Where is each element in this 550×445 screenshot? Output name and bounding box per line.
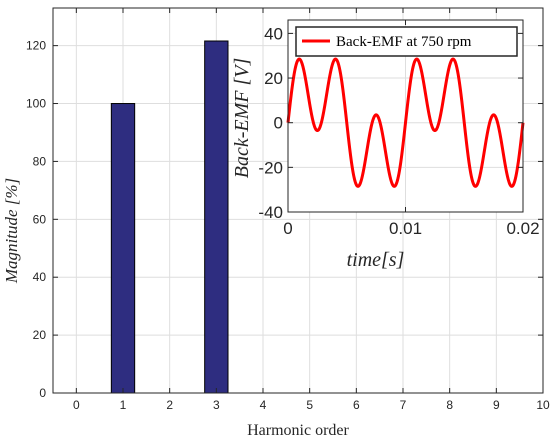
inset-x-axis-label: time[s] [347,249,405,271]
bar-harmonic-3 [204,40,229,394]
inset-y-axis-label: Back-EMF [V] [231,58,253,179]
main-y-tick-label: 100 [26,97,46,111]
inset-y-ticks: -40 -20 0 20 40 [258,24,523,222]
main-x-tick-label: 1 [120,398,127,412]
main-x-tick-label: 3 [213,398,220,412]
inset-x-tick-label: 0.01 [389,219,422,238]
inset-x-tick-label: 0 [283,219,292,238]
main-x-tick-label: 4 [260,398,267,412]
inset-y-tick-label: -20 [258,158,283,177]
main-y-ticks: 0 20 40 60 80 100 120 [26,39,543,400]
main-x-tick-label: 9 [493,398,500,412]
main-x-tick-label: 0 [73,398,80,412]
legend-box [295,26,518,57]
legend-label: Back-EMF at 750 rpm [336,34,472,50]
inset-y-tick-label: 20 [264,69,283,88]
main-y-tick-label: 40 [33,270,47,284]
inset-x-tick-label: 0.02 [506,219,539,238]
main-x-tick-label: 7 [400,398,407,412]
main-y-tick-label: 20 [33,328,47,342]
main-y-tick-label: 60 [33,212,47,226]
main-x-tick-label: 8 [446,398,453,412]
inset-y-tick-label: 40 [264,24,283,43]
main-x-axis-label: Harmonic order [247,422,349,439]
bar-harmonic-1 [110,103,136,394]
main-y-tick-label: 0 [39,386,46,400]
main-y-axis-label: Magnitude [%] [2,178,21,284]
inset-x-ticks: 0 0.01 0.02 [283,20,540,238]
inset-y-tick-label: -40 [258,203,283,222]
main-x-ticks: 0 1 2 3 4 5 6 7 8 9 10 [73,8,550,412]
main-y-tick-label: 80 [33,154,47,168]
main-x-tick-label: 6 [353,398,360,412]
inset-y-tick-label: 0 [274,114,283,133]
main-plot-frame [52,7,544,394]
main-x-tick-label: 5 [306,398,313,412]
main-x-tick-label: 2 [166,398,173,412]
inset-legend: Back-EMF at 750 rpm [295,26,518,57]
main-x-tick-label: 10 [536,398,550,412]
main-y-tick-label: 120 [26,39,46,53]
inset-line-chart: 0 0.01 0.02 -40 -20 0 20 40 time[s] Back-EMF [… [231,19,540,271]
inset-series-line [286,57,525,188]
